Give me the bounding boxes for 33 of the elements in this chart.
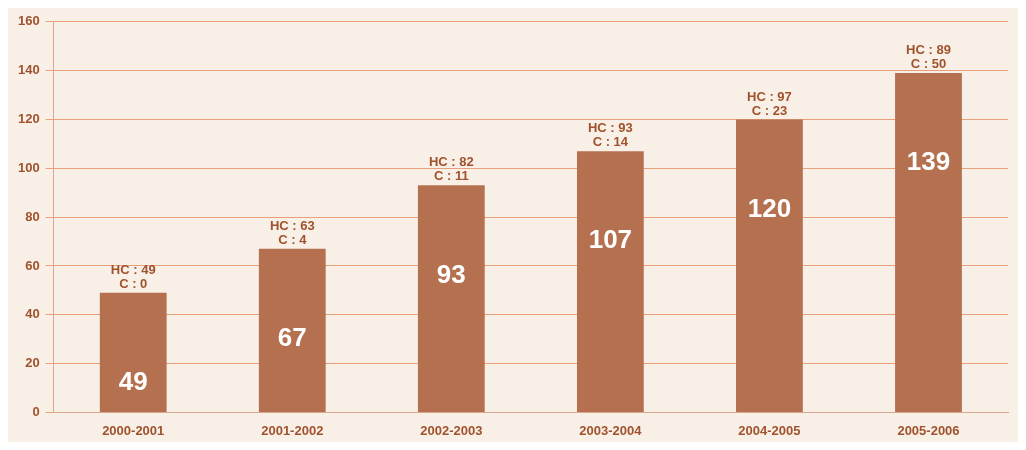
annotation: HC : 97 C : 23 xyxy=(747,88,792,118)
y-tick-label: 120 xyxy=(17,111,40,127)
annotation: HC : 93 C : 14 xyxy=(587,120,633,150)
y-tick-label: 160 xyxy=(17,13,40,29)
bar xyxy=(736,119,803,412)
bar xyxy=(258,248,326,412)
y-tick-label: 20 xyxy=(25,355,40,371)
x-tick-label: 2004-2005 xyxy=(738,422,801,438)
x-tick-label: 2000-2001 xyxy=(102,422,165,438)
bar xyxy=(895,73,962,412)
annotation: HC : 82 C : 11 xyxy=(428,154,474,184)
y-tick-label: 140 xyxy=(17,62,40,78)
data-label: 49 xyxy=(118,365,148,396)
y-tick-label: 100 xyxy=(17,159,40,175)
data-label: 107 xyxy=(588,224,633,255)
x-tick-label: 2002-2003 xyxy=(420,422,483,438)
x-tick-label: 2005-2006 xyxy=(897,422,960,438)
annotation: HC : 49 C : 0 xyxy=(110,261,156,291)
data-label: 93 xyxy=(436,258,466,289)
data-label: 139 xyxy=(906,146,951,177)
bar xyxy=(99,292,167,412)
annotation: HC : 89 C : 50 xyxy=(906,42,951,72)
x-tick-label: 2001-2002 xyxy=(261,422,324,438)
y-tick-label: 0 xyxy=(32,403,40,419)
y-tick-label: 60 xyxy=(25,257,40,273)
bar xyxy=(576,151,644,412)
data-label: 120 xyxy=(747,192,792,223)
data-label: 67 xyxy=(277,322,307,353)
x-tick-label: 2003-2004 xyxy=(579,422,643,438)
bar xyxy=(417,185,485,412)
y-tick-label: 80 xyxy=(25,208,40,224)
y-tick-label: 40 xyxy=(25,306,40,322)
annotation: HC : 63 C : 4 xyxy=(269,217,315,247)
